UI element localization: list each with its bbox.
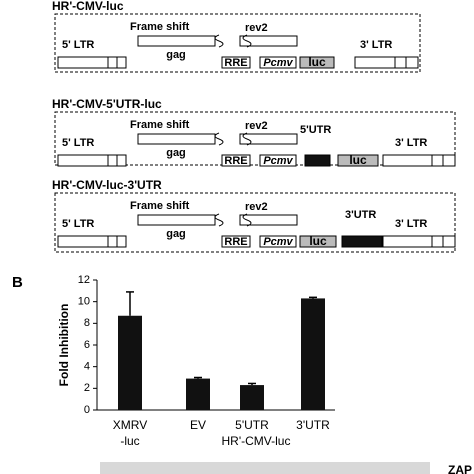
y-tick-label: 0 [84,404,90,416]
gag-label: gag [166,147,186,159]
rev-mark [242,132,252,146]
x-tick-label: 3'UTR [296,418,330,432]
ltr3-label: 3' LTR [395,137,427,149]
frame-shift-mark [214,213,224,227]
ltr3-box [382,235,456,248]
x-tick-label: XMRV -luc [112,418,148,448]
bar [186,378,210,410]
frame-shift-mark [214,132,224,146]
utr-label: 5'UTR [300,124,331,136]
ltr5-label: 5' LTR [62,218,94,230]
rre-label: RRE [224,236,247,248]
construct-frame [54,13,421,73]
frame-shift-label: Frame shift [130,21,190,33]
group-label: HR'-CMV-luc [221,434,291,448]
utr-label: 3'UTR [345,209,376,221]
construct-title: HR'-CMV-luc-3'UTR [52,178,162,192]
frame-shift-mark [214,34,224,48]
frame-shift-label: Frame shift [130,119,190,131]
bar [240,385,264,410]
luc-box [337,154,379,167]
rev-box [239,133,298,145]
ltr3-box [354,56,419,69]
ltr5-label: 5' LTR [62,137,94,149]
bar [118,315,142,410]
y-tick-label: 4 [84,361,90,373]
rev-box [239,214,298,226]
utr-box [341,235,383,248]
promoter-box [259,154,297,167]
bar [301,298,325,410]
gag-box [137,35,216,47]
luc-box [299,56,335,69]
rre-box [221,56,251,69]
construct-frame [54,192,456,253]
y-tick-label: 2 [84,382,90,394]
construct-title: HR'-CMV-5'UTR-luc [52,97,162,111]
y-tick-label: 6 [84,339,90,351]
ltr3-box [382,154,456,167]
luc-box [299,235,337,248]
gag-box [137,214,216,226]
gag-box [137,133,216,145]
luc-label: luc [308,55,326,69]
promoter-box [259,56,297,69]
utr-box [304,154,331,167]
promoter-label: Pcmv [263,155,293,167]
construct-frame [54,111,456,166]
rev-mark [242,34,252,48]
rev2-label: rev2 [245,120,268,132]
ltr3-label: 3' LTR [360,39,392,51]
promoter-label: Pcmv [263,236,293,248]
panel-label: B [12,274,23,291]
rev-mark [242,213,252,227]
construct-title: HR'-CMV-luc [52,0,124,13]
y-tick-label: 10 [78,296,90,308]
y-tick-label: 12 [78,274,90,286]
promoter-box [259,235,297,248]
frame-shift-label: Frame shift [130,200,190,212]
gag-label: gag [166,228,186,240]
y-axis-label: Fold Inhibition [57,304,71,387]
blot-strip [100,462,430,474]
rev2-label: rev2 [245,22,268,34]
x-tick-label: 5'UTR [235,418,269,432]
rev2-label: rev2 [245,201,268,213]
blot-label: ZAP [448,463,472,474]
ltr5-box [57,56,127,69]
gag-label: gag [166,49,186,61]
rre-label: RRE [224,155,247,167]
ltr3-label: 3' LTR [395,218,427,230]
x-tick-label: EV [189,418,207,432]
rre-box [221,154,251,167]
rre-label: RRE [224,57,247,69]
luc-label: luc [309,234,327,248]
luc-label: luc [349,153,367,167]
rre-box [221,235,251,248]
ltr5-box [57,235,127,248]
ltr5-label: 5' LTR [62,39,94,51]
promoter-label: Pcmv [263,57,293,69]
y-tick-label: 8 [84,317,90,329]
rev-box [239,35,298,47]
ltr5-box [57,154,127,167]
